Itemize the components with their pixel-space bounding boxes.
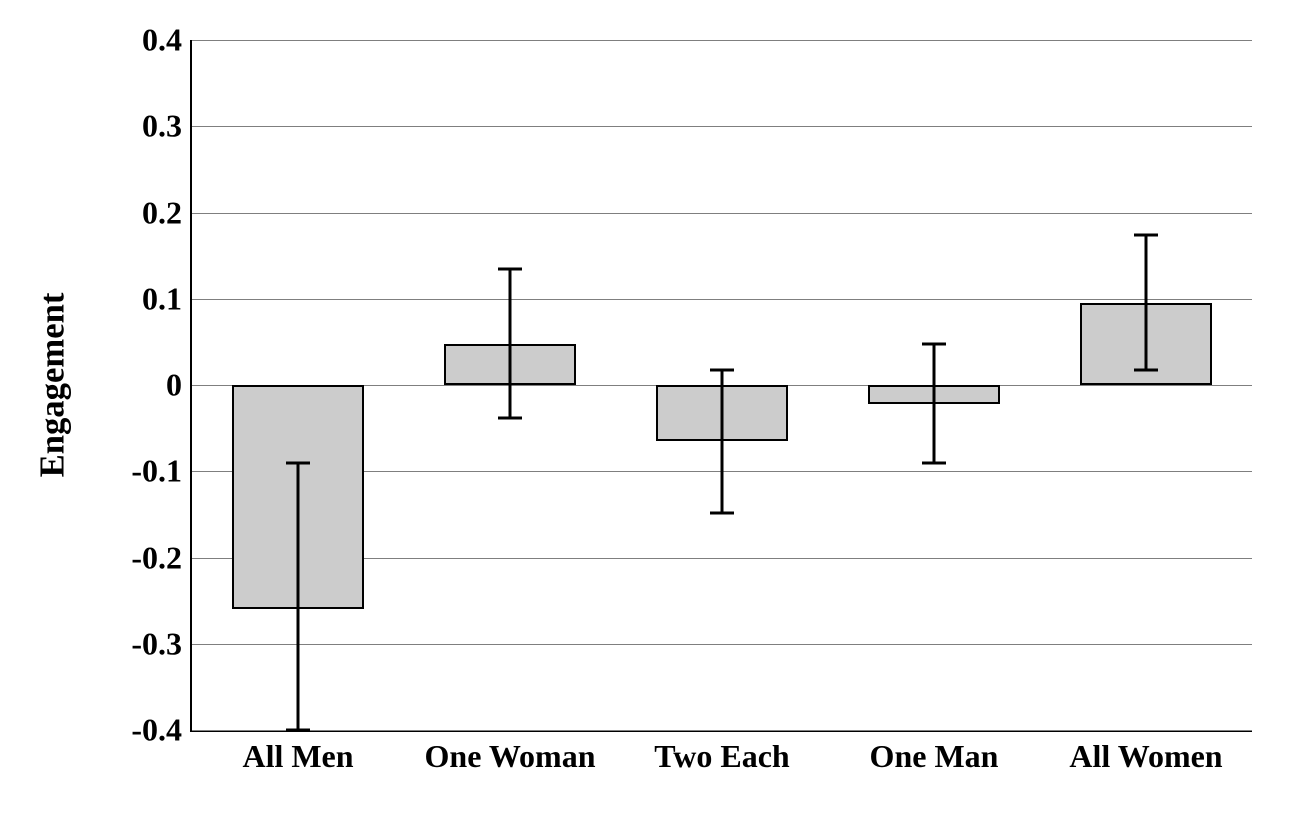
y-tick-label: -0.4	[131, 712, 192, 749]
gridline	[192, 40, 1252, 41]
category-label: All Men	[242, 730, 353, 775]
y-tick-label: 0.2	[142, 194, 192, 231]
y-tick-label: -0.3	[131, 625, 192, 662]
engagement-bar-chart: Engagement -0.4-0.3-0.2-0.100.10.20.30.4…	[0, 20, 1295, 794]
gridline	[192, 644, 1252, 645]
error-bar	[933, 344, 936, 463]
error-bar	[509, 269, 512, 417]
y-tick-label: 0.1	[142, 280, 192, 317]
category-label: One Woman	[425, 730, 596, 775]
y-tick-label: 0.3	[142, 108, 192, 145]
y-tick-label: -0.1	[131, 453, 192, 490]
y-tick-label: -0.2	[131, 539, 192, 576]
plot-area: -0.4-0.3-0.2-0.100.10.20.30.4All MenOne …	[190, 40, 1252, 732]
gridline	[192, 126, 1252, 127]
error-cap	[1134, 233, 1158, 236]
error-bar	[721, 370, 724, 512]
error-bar	[1145, 235, 1148, 370]
error-bar	[297, 463, 300, 730]
gridline	[192, 213, 1252, 214]
category-label: One Man	[870, 730, 999, 775]
error-cap	[1134, 369, 1158, 372]
error-cap	[922, 342, 946, 345]
category-label: All Women	[1069, 730, 1222, 775]
error-cap	[710, 511, 734, 514]
category-label: Two Each	[654, 730, 789, 775]
y-tick-label: 0	[166, 367, 192, 404]
y-axis-label: Engagement	[34, 293, 73, 478]
error-cap	[498, 268, 522, 271]
error-cap	[710, 369, 734, 372]
error-cap	[286, 461, 310, 464]
error-cap	[498, 416, 522, 419]
error-cap	[922, 461, 946, 464]
gridline	[192, 299, 1252, 300]
y-tick-label: 0.4	[142, 22, 192, 59]
